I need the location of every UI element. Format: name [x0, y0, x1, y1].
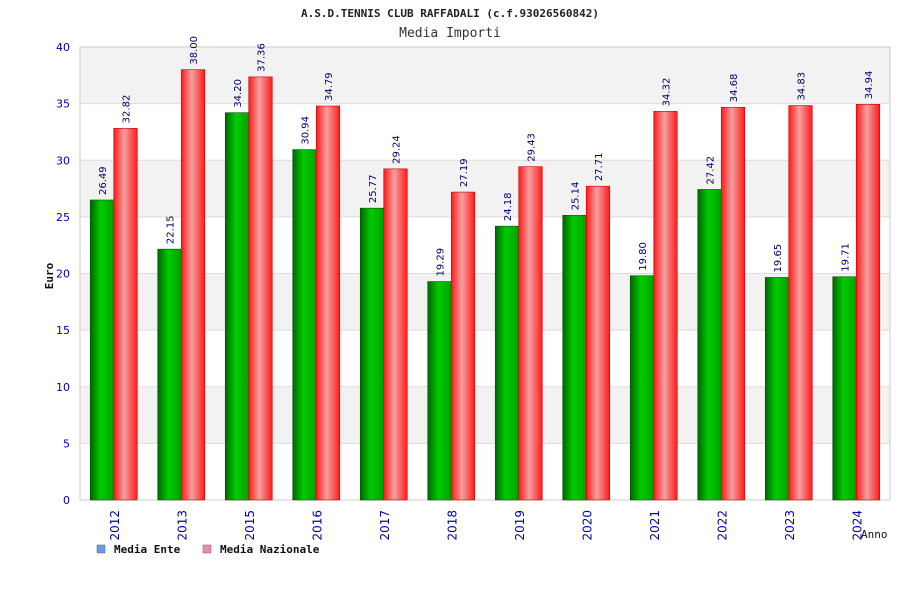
plot-frame — [79, 46, 891, 501]
plot-band — [80, 216, 890, 274]
x-axis-label: Anno — [861, 528, 888, 541]
legend-label: Media Nazionale — [220, 543, 320, 556]
bar-media-ente-2020 — [562, 214, 587, 501]
bar-media-nazionale-2024 — [855, 104, 881, 501]
legend-label: Media Ente — [114, 543, 181, 556]
value-label: 22.15 — [166, 216, 177, 245]
plot-band — [80, 273, 890, 331]
x-axis-ticks: 2012 2013 2015 2016 2017 2018 2019 2020 2021 2022… — [108, 510, 865, 541]
x-tick-label: 2024 — [850, 510, 864, 541]
y-tick-label: 5 — [63, 437, 70, 450]
bar-media-ente-2015 — [224, 112, 250, 501]
legend: Media Ente Media Nazionale — [96, 543, 320, 556]
x-tick-label: 2017 — [378, 510, 392, 541]
x-tick-label: 2020 — [580, 510, 594, 541]
bar-media-nazionale-2022 — [720, 106, 746, 501]
plot-band — [80, 103, 890, 161]
bar-media-nazionale-2013 — [180, 69, 206, 501]
value-label: 24.18 — [503, 193, 514, 222]
bar-media-nazionale-2015 — [248, 76, 273, 501]
y-tick-label: 15 — [56, 324, 70, 337]
value-label: 19.80 — [638, 242, 649, 271]
y-tick-label: 35 — [56, 98, 70, 111]
y-axis-label: Euro — [43, 262, 56, 289]
x-tick-label: 2022 — [715, 510, 729, 541]
value-labels: 26.49 32.82 22.15 38.00 34.20 37.36 30.94 34.79… — [98, 36, 875, 277]
value-label: 25.77 — [368, 175, 379, 204]
plot-background — [79, 46, 891, 501]
value-label: 30.94 — [301, 116, 312, 145]
value-label: 37.36 — [257, 43, 268, 72]
bar-media-nazionale-2017 — [383, 168, 408, 501]
bar-media-ente-2018 — [427, 281, 452, 501]
x-tick-label: 2018 — [445, 510, 459, 541]
value-label: 29.24 — [392, 135, 403, 164]
y-axis-ticks: 0 5 10 15 20 25 30 35 40 — [56, 41, 70, 507]
chart-subtitle: Media Importi — [399, 26, 501, 41]
bar-media-nazionale-2019 — [518, 166, 543, 501]
value-label: 34.79 — [324, 72, 335, 101]
bar-media-nazionale-2012 — [113, 128, 138, 501]
bar-media-ente-2024 — [832, 276, 857, 501]
chart-title: A.S.D.TENNIS CLUB RAFFADALI (c.f.9302656… — [301, 7, 599, 20]
value-label: 32.82 — [122, 95, 133, 124]
value-label: 34.68 — [729, 74, 740, 103]
value-label: 29.43 — [527, 133, 538, 162]
plot-band — [80, 443, 890, 500]
y-tick-label: 40 — [56, 41, 70, 54]
legend-swatch — [96, 544, 106, 554]
y-tick-label: 10 — [56, 381, 70, 394]
value-label: 34.32 — [662, 78, 673, 107]
legend-swatch — [202, 544, 212, 554]
bar-media-ente-2017 — [359, 207, 385, 501]
bar-media-ente-2022 — [697, 189, 722, 501]
x-tick-label: 2012 — [108, 510, 122, 541]
value-label: 19.29 — [436, 248, 447, 277]
value-label: 25.14 — [571, 182, 582, 211]
bars — [89, 69, 881, 501]
value-label: 19.71 — [841, 243, 852, 272]
y-tick-label: 25 — [56, 211, 70, 224]
value-label: 19.65 — [773, 244, 784, 273]
x-tick-label: 2013 — [175, 510, 189, 541]
plot-band — [80, 330, 890, 387]
value-label: 34.94 — [864, 71, 875, 100]
bar-media-ente-2013 — [157, 248, 182, 501]
x-tick-label: 2015 — [243, 510, 257, 541]
bar-media-nazionale-2020 — [585, 185, 611, 501]
bar-media-ente-2016 — [292, 149, 317, 501]
x-tick-label: 2019 — [513, 510, 527, 541]
value-label: 38.00 — [189, 36, 200, 65]
value-label: 27.42 — [706, 156, 717, 185]
y-tick-label: 0 — [63, 494, 70, 507]
x-tick-label: 2021 — [648, 510, 662, 541]
value-label: 27.71 — [594, 153, 605, 182]
bar-media-nazionale-2018 — [450, 191, 476, 501]
value-label: 34.20 — [233, 79, 244, 108]
y-tick-label: 20 — [56, 268, 70, 281]
x-tick-label: 2023 — [783, 510, 797, 541]
plot-band — [80, 386, 890, 444]
bar-media-ente-2019 — [494, 225, 520, 501]
bar-media-nazionale-2016 — [315, 105, 341, 501]
bar-media-ente-2012 — [89, 199, 115, 501]
x-tick-label: 2016 — [310, 510, 324, 541]
value-label: 26.49 — [98, 166, 109, 195]
value-label: 34.83 — [797, 72, 808, 101]
bar-media-nazionale-2023 — [788, 105, 813, 501]
bar-media-ente-2023 — [764, 277, 790, 501]
y-tick-label: 30 — [56, 154, 70, 167]
bar-media-ente-2021 — [629, 275, 655, 501]
value-label: 27.19 — [459, 158, 470, 187]
plot-band — [80, 47, 890, 104]
bar-media-nazionale-2021 — [653, 111, 678, 501]
plot-band — [80, 160, 890, 217]
